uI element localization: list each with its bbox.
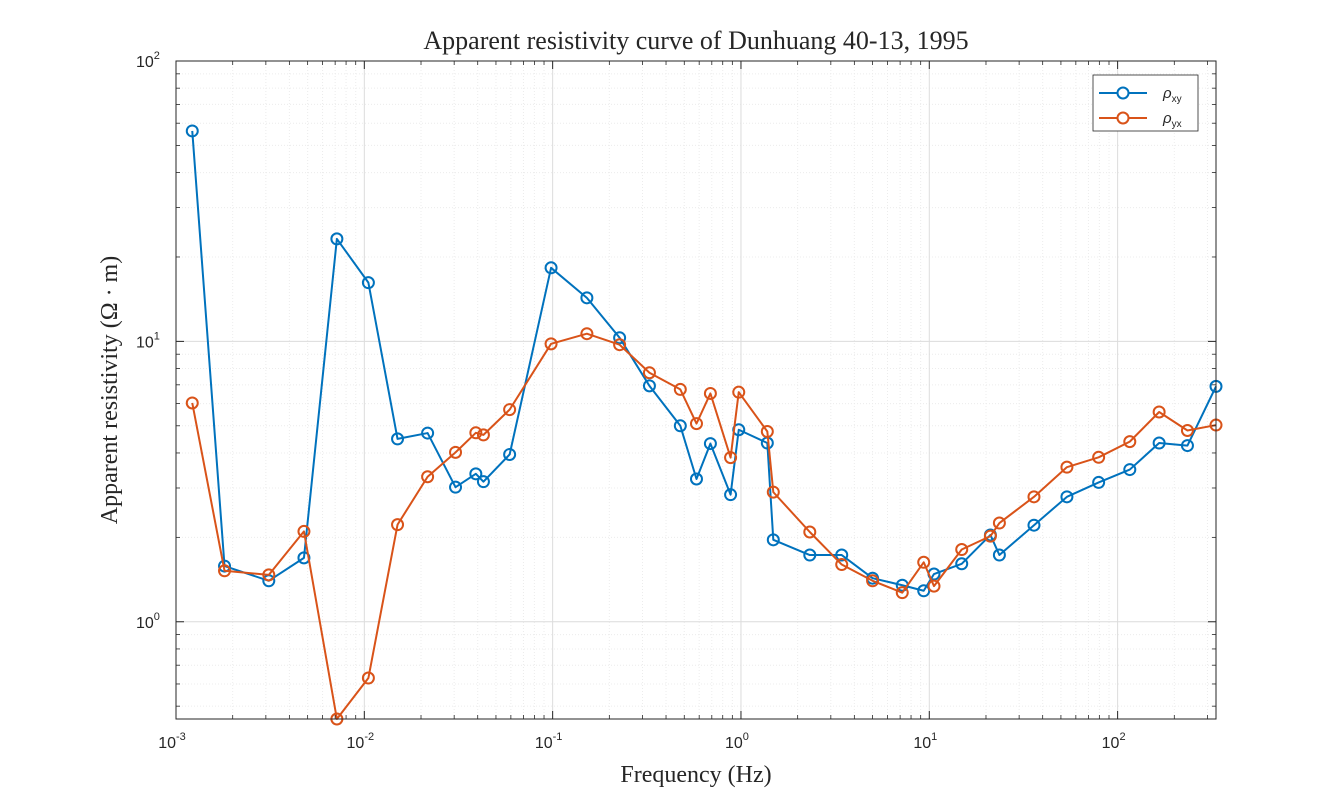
data-point-xy: [955, 557, 969, 571]
data-point-xy: [1152, 436, 1166, 450]
data-point-yx: [992, 516, 1006, 530]
series-yx: [185, 327, 1223, 726]
data-point-yx: [955, 543, 969, 557]
data-point-xy: [673, 419, 687, 433]
y-tick-label: 101: [136, 330, 160, 351]
x-tick-label: 10-3: [158, 731, 186, 752]
data-point-xy: [391, 432, 405, 446]
series-xy: [185, 124, 1223, 598]
data-point-yx: [689, 417, 703, 431]
y-axis-label: Apparent resistivity (Ω · m): [97, 256, 123, 524]
data-point-yx: [803, 525, 817, 539]
plot-background: [176, 61, 1216, 719]
series-line-yx: [191, 332, 1217, 720]
x-tick-label: 100: [725, 731, 749, 752]
major-grid: [175, 60, 1216, 719]
y-tick-label: 100: [136, 611, 160, 632]
data-point-yx: [391, 518, 405, 532]
data-point-xy: [1060, 490, 1074, 504]
plot-frame: [175, 60, 1217, 720]
data-point-xy: [361, 276, 375, 290]
data-point-yx: [218, 564, 232, 578]
data-point-xy: [544, 261, 558, 275]
x-tick-label: 101: [913, 731, 937, 752]
y-tick-labels: 100 101 102: [136, 50, 160, 632]
data-point-yx: [476, 428, 490, 442]
data-point-yx: [469, 426, 483, 440]
data-point-yx: [297, 524, 311, 538]
series-layer: [185, 124, 1223, 726]
data-point-xy: [689, 472, 703, 486]
legend-marker-xy: [1116, 86, 1130, 100]
x-axis-label: Frequency (Hz): [620, 762, 771, 788]
data-point-yx: [1092, 450, 1106, 464]
data-point-xy: [503, 447, 517, 461]
data-point-xy: [642, 379, 656, 393]
data-point-yx: [421, 470, 435, 484]
data-point-yx: [580, 327, 594, 341]
data-point-xy: [1027, 518, 1041, 532]
data-point-xy: [1092, 475, 1106, 489]
data-point-yx: [503, 403, 517, 417]
tick-marks: [175, 60, 1216, 719]
legend-box: [1092, 74, 1199, 132]
data-point-yx: [185, 396, 199, 410]
data-point-xy: [766, 533, 780, 547]
data-point-xy: [1180, 439, 1194, 453]
data-point-yx: [1027, 490, 1041, 504]
data-point-yx: [927, 579, 941, 593]
data-point-yx: [760, 425, 774, 439]
legend: ρxy ρyx: [1092, 74, 1199, 132]
data-point-yx: [1060, 460, 1074, 474]
data-point-xy: [724, 488, 738, 502]
data-point-xy: [917, 584, 931, 598]
data-point-yx: [449, 445, 463, 459]
data-point-xy: [185, 124, 199, 138]
legend-label-xy: ρxy: [1162, 85, 1182, 105]
data-point-yx: [766, 485, 780, 499]
data-point-yx: [544, 337, 558, 351]
data-point-xy: [449, 480, 463, 494]
legend-label-yx: ρyx: [1162, 110, 1182, 130]
data-point-yx: [673, 382, 687, 396]
data-point-xy: [476, 475, 490, 489]
data-point-xy: [1123, 463, 1137, 477]
legend-marker-yx: [1116, 111, 1130, 125]
data-point-yx: [361, 671, 375, 685]
data-point-xy: [421, 426, 435, 440]
data-point-yx: [703, 386, 717, 400]
data-point-yx: [732, 385, 746, 399]
data-point-yx: [917, 555, 931, 569]
data-point-yx: [1180, 424, 1194, 438]
data-point-xy: [835, 548, 849, 562]
data-point-yx: [724, 451, 738, 465]
data-point-yx: [866, 574, 880, 588]
data-point-xy: [803, 548, 817, 562]
data-point-yx: [642, 366, 656, 380]
data-point-yx: [835, 558, 849, 572]
series-line-xy: [191, 130, 1217, 592]
data-point-xy: [703, 437, 717, 451]
chart-title: Apparent resistivity curve of Dunhuang 4…: [423, 26, 968, 55]
x-tick-label: 102: [1102, 731, 1126, 752]
data-point-yx: [895, 586, 909, 600]
x-tick-label: 10-2: [347, 731, 375, 752]
data-point-xy: [580, 291, 594, 305]
data-point-xy: [330, 232, 344, 246]
data-point-xy: [613, 331, 627, 345]
data-point-yx: [262, 568, 276, 582]
data-point-yx: [1123, 435, 1137, 449]
x-tick-labels: 10-3 10-2 10-1 100 101 102: [158, 731, 1125, 752]
data-point-xy: [469, 467, 483, 481]
data-point-yx: [1152, 405, 1166, 419]
data-point-yx: [613, 338, 627, 352]
y-tick-label: 102: [136, 50, 160, 71]
data-point-yx: [983, 529, 997, 543]
minor-grid: [176, 61, 1216, 719]
x-tick-label: 10-1: [535, 731, 563, 752]
data-point-xy: [992, 548, 1006, 562]
